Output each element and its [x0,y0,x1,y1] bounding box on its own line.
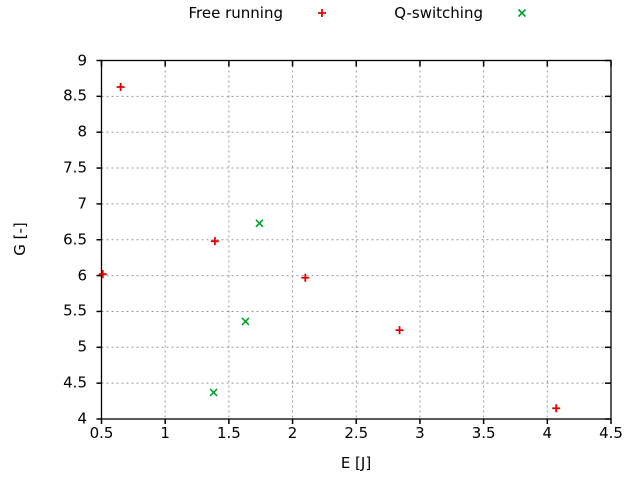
legend-label-free-running: Free running [188,4,283,22]
grid-lines [101,60,611,419]
x-tick-label: 2.5 [344,424,369,442]
data-point-plus-icon [301,273,310,282]
y-tick-label: 4 [77,409,87,428]
y-tick-label: 8 [77,122,87,141]
y-tick-label: 5 [77,337,87,356]
series-q-switching [209,219,264,397]
data-point-plus-icon [98,270,107,279]
x-tick-label: 4 [542,424,553,442]
y-tick-label: 4.5 [63,373,87,392]
y-tick-label: 5.5 [63,301,87,320]
x-tick-label: 3 [415,424,425,442]
x-tick-label: 4.5 [599,424,623,442]
axis-ticks [96,59,612,424]
data-point-plus-icon [395,326,404,335]
x-tick-label: 0.5 [89,424,114,442]
data-point-cross-icon [241,317,250,326]
data-point-plus-icon [116,83,125,92]
legend-label-q-switching: Q-switching [394,4,483,22]
y-axis-title: G [-] [11,222,29,256]
x-tick-label: 1 [160,424,170,442]
x-tick-label: 2 [287,424,298,442]
y-tick-label: 7 [77,194,87,213]
data-point-cross-icon [255,219,264,228]
x-axis-title: E [J] [340,454,372,472]
y-tick-label: 6.5 [63,230,87,249]
plot-border [100,59,612,420]
legend-plus-icon [318,9,326,17]
y-tick-label: 6 [77,266,87,285]
x-tick-label: 3.5 [471,424,496,442]
y-tick-label: 7.5 [63,158,87,177]
series-free-running [98,83,561,413]
legend-markers [318,8,527,18]
y-tick-label: 8.5 [63,86,87,105]
x-tick-label: 1.5 [216,424,241,442]
data-point-plus-icon [210,237,219,246]
y-tick-label: 9 [77,51,87,69]
legend-cross-icon [517,8,527,18]
data-point-cross-icon [209,388,218,397]
data-point-plus-icon [552,404,561,413]
